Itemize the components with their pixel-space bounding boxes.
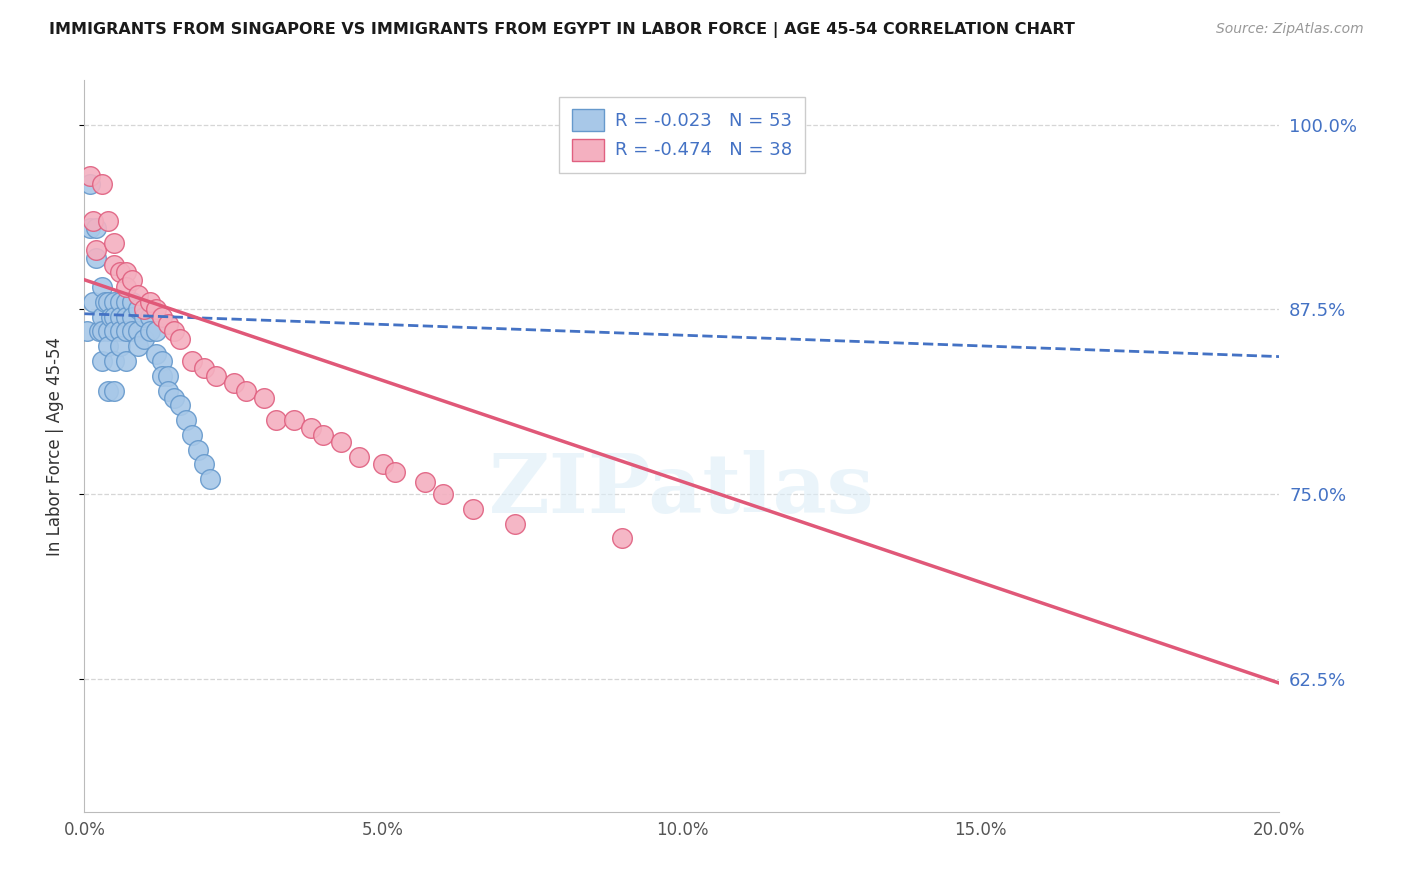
Point	[121, 273, 143, 287]
Point	[127, 339, 149, 353]
Text: ZIPatlas: ZIPatlas	[489, 450, 875, 530]
Point	[82, 294, 104, 309]
Point	[94, 294, 117, 309]
Point	[115, 310, 138, 324]
Point	[103, 258, 125, 272]
Point	[181, 428, 204, 442]
Point	[127, 287, 149, 301]
Point	[193, 458, 215, 472]
Point	[115, 265, 138, 279]
Point	[150, 368, 173, 383]
Point	[150, 310, 173, 324]
Point	[139, 310, 162, 324]
Point	[301, 420, 323, 434]
Point	[193, 361, 215, 376]
Point	[103, 294, 125, 309]
Point	[86, 221, 108, 235]
Point	[163, 391, 186, 405]
Point	[163, 325, 186, 339]
Point	[110, 265, 132, 279]
Point	[127, 302, 149, 317]
Point	[169, 332, 191, 346]
Point	[205, 368, 228, 383]
Point	[132, 310, 156, 324]
Point	[312, 428, 335, 442]
Point	[145, 302, 167, 317]
Point	[121, 325, 143, 339]
Point	[139, 294, 162, 309]
Point	[157, 368, 180, 383]
Point	[97, 384, 120, 398]
Point	[283, 413, 305, 427]
Point	[115, 354, 138, 368]
Point	[157, 384, 180, 398]
Point	[103, 384, 125, 398]
Point	[115, 325, 138, 339]
Point	[76, 325, 98, 339]
Point	[384, 465, 406, 479]
Point	[115, 280, 138, 294]
Point	[174, 413, 197, 427]
Point	[373, 458, 395, 472]
Point	[91, 310, 114, 324]
Legend: Immigrants from Singapore, Immigrants from Egypt: Immigrants from Singapore, Immigrants fr…	[319, 886, 853, 892]
Point	[181, 354, 204, 368]
Point	[330, 435, 353, 450]
Point	[349, 450, 371, 464]
Point	[86, 244, 108, 258]
Point	[110, 339, 132, 353]
Point	[169, 398, 191, 412]
Point	[121, 294, 143, 309]
Point	[82, 213, 104, 227]
Point	[91, 325, 114, 339]
Y-axis label: In Labor Force | Age 45-54: In Labor Force | Age 45-54	[45, 336, 63, 556]
Point	[103, 325, 125, 339]
Point	[121, 310, 143, 324]
Point	[222, 376, 245, 391]
Point	[413, 475, 436, 490]
Point	[110, 310, 132, 324]
Text: Source: ZipAtlas.com: Source: ZipAtlas.com	[1216, 22, 1364, 37]
Point	[503, 516, 526, 531]
Point	[86, 251, 108, 265]
Point	[132, 302, 156, 317]
Point	[97, 325, 120, 339]
Point	[100, 310, 122, 324]
Point	[91, 354, 114, 368]
Point	[157, 317, 180, 331]
Point	[91, 177, 114, 191]
Point	[97, 339, 120, 353]
Point	[187, 442, 209, 457]
Point	[145, 325, 167, 339]
Point	[132, 332, 156, 346]
Point	[89, 325, 111, 339]
Point	[91, 280, 114, 294]
Point	[139, 325, 162, 339]
Point	[198, 472, 221, 486]
Point	[253, 391, 276, 405]
Point	[79, 221, 101, 235]
Point	[103, 354, 125, 368]
Point	[103, 235, 125, 250]
Point	[432, 487, 454, 501]
Point	[235, 384, 257, 398]
Point	[110, 294, 132, 309]
Point	[115, 294, 138, 309]
Text: IMMIGRANTS FROM SINGAPORE VS IMMIGRANTS FROM EGYPT IN LABOR FORCE | AGE 45-54 CO: IMMIGRANTS FROM SINGAPORE VS IMMIGRANTS …	[49, 22, 1076, 38]
Point	[110, 325, 132, 339]
Point	[264, 413, 287, 427]
Point	[97, 294, 120, 309]
Point	[145, 346, 167, 360]
Point	[79, 169, 101, 184]
Point	[461, 501, 484, 516]
Point	[150, 354, 173, 368]
Point	[79, 177, 101, 191]
Point	[103, 310, 125, 324]
Point	[127, 325, 149, 339]
Point	[97, 213, 120, 227]
Point	[612, 532, 634, 546]
